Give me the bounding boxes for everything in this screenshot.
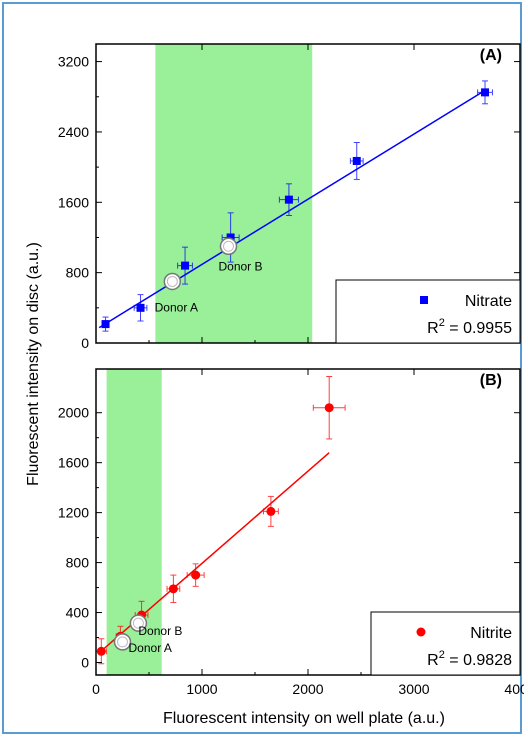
- y-tick-label: 1200: [58, 505, 89, 521]
- data-point-4: [284, 195, 293, 204]
- data-point-3: [168, 584, 178, 594]
- data-point-1: [136, 303, 145, 312]
- plot-area: [96, 375, 346, 665]
- x-tick-label: 3000: [398, 681, 429, 697]
- data-point-6: [324, 403, 334, 413]
- data-point-6: [481, 88, 490, 97]
- x-tick-label: 1000: [186, 681, 217, 697]
- sample-marker-1: [129, 614, 148, 632]
- fit-line: [98, 89, 487, 329]
- sample-label-0: Donor A: [155, 300, 198, 314]
- plot-area: [98, 80, 493, 332]
- x-tick-label: 2000: [292, 681, 323, 697]
- y-tick-label: 3200: [58, 54, 89, 70]
- data-point-0: [101, 320, 110, 329]
- legend-box: [335, 279, 521, 344]
- legend-box: [370, 611, 521, 676]
- sample-label-1: Donor B: [218, 259, 262, 273]
- legend-label: Nitrate: [465, 293, 512, 310]
- y-tick-label: 800: [66, 555, 90, 571]
- sample-label-0: Donor A: [129, 641, 172, 655]
- y-axis-title: Fluorescent intensity on disc (a.u.): [25, 242, 42, 486]
- sample-marker-inner-0: [117, 636, 128, 648]
- figure: Donor A Donor B 0 800 1600 2400 3200 (A) Nitrate…: [2, 2, 524, 734]
- panel-tag: (B): [480, 372, 502, 389]
- y-tick-label: 0: [81, 655, 89, 671]
- sample-marker-1: [219, 237, 238, 256]
- legend-marker: [420, 296, 428, 304]
- sample-marker-0: [113, 633, 132, 651]
- y-tick-label: 400: [66, 605, 90, 621]
- x-tick-label: 0: [92, 681, 100, 697]
- sample-marker-inner-1: [223, 240, 234, 252]
- chart-svg: Donor A Donor B 0 800 1600 2400 3200 (A) Nitrate…: [25, 43, 524, 727]
- data-point-0: [96, 646, 106, 656]
- y-tick-label: 800: [66, 265, 90, 281]
- data-point-2: [181, 261, 190, 270]
- panel-a: Donor A Donor B 0 800 1600 2400 3200 (A) Nitrate…: [58, 43, 521, 351]
- data-point-3: [226, 233, 235, 242]
- legend-label: Nitrite: [470, 625, 512, 642]
- panel-tag: (A): [480, 47, 502, 64]
- y-tick-label: 2400: [58, 124, 89, 140]
- sample-marker-inner-1: [132, 617, 144, 629]
- highlight-band: [155, 44, 313, 343]
- data-point-5: [352, 156, 361, 165]
- r2-label: R2 = 0.9828: [427, 649, 512, 669]
- y-tick-label: 0: [81, 335, 89, 351]
- y-tick-label: 1600: [58, 455, 89, 471]
- sample-label-1: Donor B: [138, 624, 182, 638]
- x-tick-label: 4000: [504, 681, 524, 697]
- legend-marker: [416, 627, 426, 637]
- y-tick-label: 1600: [58, 194, 89, 210]
- sample-marker-inner-0: [166, 275, 178, 287]
- data-point-4: [191, 570, 201, 580]
- data-point-5: [266, 506, 276, 516]
- sample-marker-0: [163, 272, 182, 291]
- x-axis-title: Fluorescent intensity on well plate (a.u…: [163, 710, 445, 727]
- r2-label: R2 = 0.9955: [427, 317, 512, 337]
- panel-b: Donor A Donor B 0 400 800 1200 1600 2000 0 1000 20…: [58, 368, 524, 697]
- y-tick-label: 2000: [58, 405, 89, 421]
